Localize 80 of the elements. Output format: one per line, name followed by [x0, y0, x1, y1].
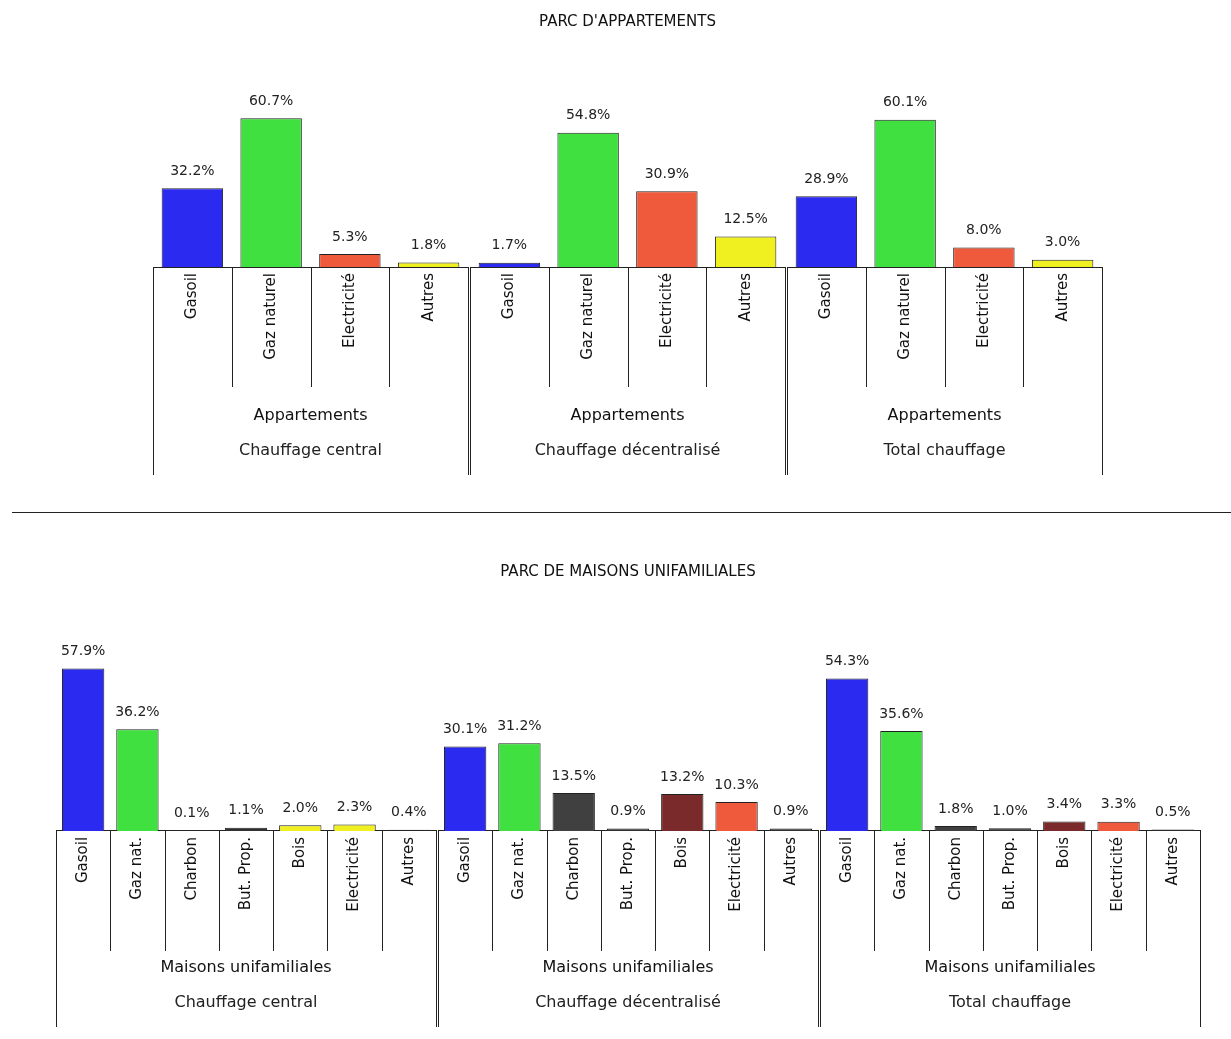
x-tick-label: Autres [418, 272, 437, 322]
x-tick-label: Charbon [181, 836, 200, 901]
x-tick-label: Gasoil [837, 836, 856, 884]
data-label: 3.3% [1100, 795, 1137, 812]
data-label: 2.3% [336, 798, 373, 815]
x-tick-label: Gasoil [455, 836, 474, 884]
x-axis-title: Appartements [887, 404, 1002, 424]
text: Chauffage central [238, 440, 383, 460]
data-label: 3.4% [1046, 795, 1083, 812]
data-label: 2.0% [282, 798, 319, 815]
x-tick-label: Gasoil [73, 836, 92, 884]
x-axis-title: Appartements [253, 404, 368, 424]
data-label: 31.2% [497, 717, 542, 733]
data-label: 0.9% [610, 802, 646, 819]
x-tick-label: Gaz naturel [261, 273, 280, 360]
data-label: 30.1% [442, 720, 488, 737]
x-tick-label: Gaz nat. [127, 836, 146, 900]
data-label: 13.5% [551, 766, 596, 783]
data-label: 54.3% [824, 652, 870, 669]
data-label: 57.9% [60, 642, 106, 659]
data-label: 0.9% [773, 802, 809, 819]
x-tick-label: Electricité [973, 273, 992, 348]
data-label: 0.4% [391, 803, 427, 820]
data-label: 30.9% [644, 164, 690, 181]
data-label: 1.7% [491, 236, 528, 253]
data-label: 5.3% [332, 227, 368, 244]
x-tick-label: Gaz naturel [895, 273, 914, 360]
x-tick-label: Gasoil [182, 273, 201, 320]
x-tick-label: But. Prop. [999, 836, 1018, 911]
x-axis-title: Maisons unifamiliales [160, 956, 332, 976]
x-tick-label: Electricité [1108, 836, 1127, 912]
x-axis-title: Maisons unifamiliales [542, 956, 714, 976]
data-label: 8.0% [966, 221, 1002, 238]
x-tick-label: Autres [1162, 836, 1181, 886]
x-tick-label: Electricité [344, 836, 363, 912]
x-tick-label: Charbon [945, 836, 964, 901]
x-tick-label: Gasoil [816, 273, 835, 320]
text: Chauffage décentralisé [535, 992, 721, 1012]
x-tick-label: Electricité [726, 836, 745, 912]
data-label: 60.1% [882, 93, 928, 110]
x-tick-label: But. Prop. [617, 836, 636, 911]
x-tick-label: Charbon [563, 836, 582, 901]
data-label: 0.1% [173, 804, 210, 821]
x-tick-label: But. Prop. [235, 836, 254, 911]
data-label: 3.0% [1044, 233, 1081, 250]
x-tick-label: Bois [1054, 836, 1073, 869]
x-tick-label: Electricité [339, 273, 358, 348]
x-tick-label: Bois [290, 836, 309, 869]
data-label: 36.2% [115, 702, 160, 719]
data-label: 28.9% [804, 169, 849, 186]
x-tick-label: Gaz naturel [578, 273, 597, 360]
x-tick-label: Gasoil [499, 273, 518, 320]
x-tick-label: Autres [735, 272, 754, 322]
data-label: 35.6% [879, 704, 924, 721]
text: Total chauffage [882, 440, 1006, 460]
x-tick-label: Autres [1052, 272, 1071, 322]
data-label: 12.5% [723, 210, 768, 227]
data-label: 1.1% [228, 801, 264, 818]
x-tick-label: Gaz nat. [509, 836, 528, 900]
text: Chauffage décentralisé [534, 440, 721, 460]
data-label: 32.2% [170, 161, 215, 178]
chart-title: PARC D'APPARTEMENTS [539, 12, 716, 30]
x-tick-label: Autres [398, 836, 417, 886]
x-axis-title: Appartements [570, 404, 685, 424]
text: Total chauffage [947, 992, 1072, 1012]
x-tick-label: Gaz nat. [891, 836, 910, 900]
data-label: 60.7% [248, 91, 294, 108]
data-label: 1.0% [992, 801, 1028, 818]
x-tick-label: Electricité [656, 273, 675, 348]
data-label: 1.8% [410, 236, 447, 253]
x-tick-label: Bois [672, 836, 691, 869]
data-label: 1.8% [937, 799, 974, 816]
chart-title: PARC DE MAISONS UNIFAMILIALES [500, 562, 756, 580]
text: Chauffage central [174, 992, 318, 1012]
x-axis-title: Maisons unifamiliales [924, 956, 1096, 976]
data-label: 10.3% [714, 775, 759, 792]
data-label: 0.5% [1155, 803, 1191, 820]
data-label: 54.8% [565, 106, 611, 123]
x-tick-label: Autres [780, 836, 799, 886]
data-label: 13.2% [660, 767, 705, 784]
